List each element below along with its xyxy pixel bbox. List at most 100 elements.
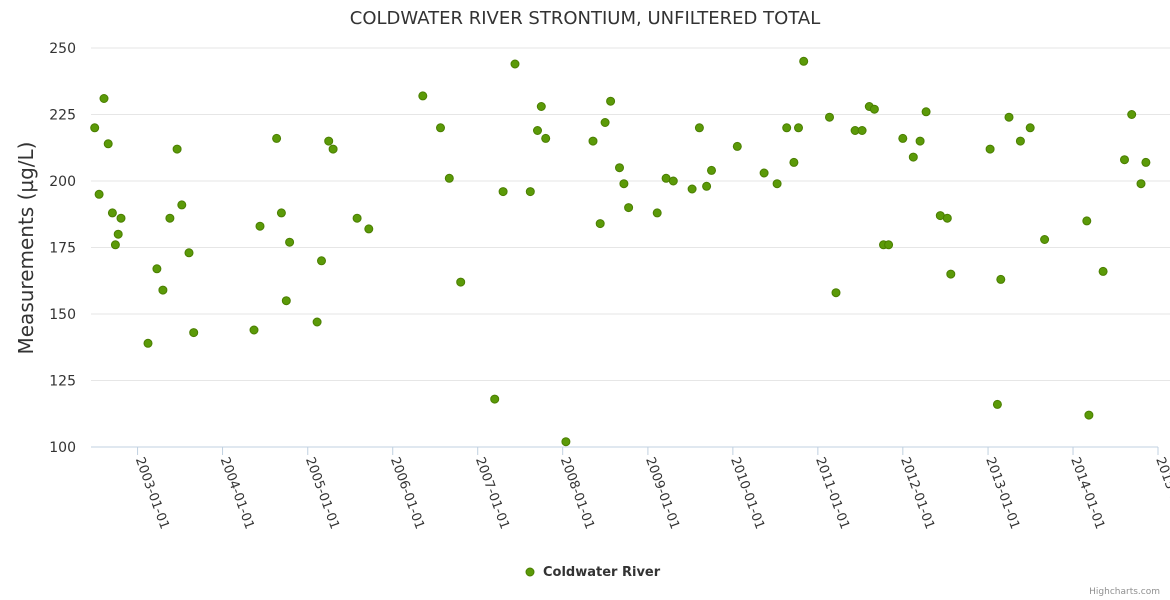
x-tick-label: 2003-01-01 [132, 455, 172, 531]
y-tick-label: 150 [49, 307, 76, 323]
data-point[interactable] [172, 144, 182, 154]
data-point[interactable] [996, 274, 1006, 284]
data-point[interactable] [1015, 136, 1025, 146]
data-point[interactable] [498, 187, 508, 197]
data-point[interactable] [152, 264, 162, 274]
data-point[interactable] [143, 338, 153, 348]
data-point[interactable] [444, 173, 454, 183]
data-point[interactable] [1004, 112, 1014, 122]
data-point[interactable] [324, 136, 334, 146]
data-point[interactable] [869, 104, 879, 114]
data-point[interactable] [103, 139, 113, 149]
data-point[interactable] [158, 285, 168, 295]
data-point[interactable] [184, 248, 194, 258]
data-point[interactable] [272, 133, 282, 143]
data-point[interactable] [490, 394, 500, 404]
data-point[interactable] [992, 399, 1002, 409]
legend[interactable]: Coldwater River [525, 565, 661, 580]
data-point[interactable] [276, 208, 286, 218]
data-point[interactable] [915, 136, 925, 146]
data-point[interactable] [1127, 110, 1137, 119]
x-axis-ticks: 2003-01-01 2004-01-01 2005-01-01 2006-01-01… [132, 447, 1170, 531]
data-point[interactable] [189, 328, 199, 338]
data-point[interactable] [533, 126, 542, 135]
data-point[interactable] [352, 213, 362, 223]
data-point[interactable] [249, 325, 259, 335]
data-point[interactable] [436, 123, 445, 133]
data-point[interactable] [985, 144, 995, 154]
credits-link[interactable]: Highcharts.com [1089, 587, 1160, 597]
data-point[interactable] [317, 256, 326, 266]
data-point[interactable] [702, 181, 712, 191]
data-point[interactable] [595, 219, 605, 229]
data-point[interactable] [1136, 179, 1146, 189]
data-point[interactable] [668, 176, 678, 186]
data-point[interactable] [782, 123, 792, 133]
data-point[interactable] [687, 184, 697, 194]
data-point[interactable] [652, 208, 662, 218]
data-point[interactable] [456, 277, 466, 287]
data-point[interactable] [255, 221, 265, 231]
data-point[interactable] [942, 213, 952, 223]
data-point[interactable] [541, 133, 551, 143]
data-point[interactable] [799, 56, 809, 66]
data-point[interactable] [1084, 410, 1094, 420]
data-point[interactable] [831, 288, 841, 298]
data-point[interactable] [615, 163, 624, 173]
data-point[interactable] [177, 200, 187, 210]
data-point[interactable] [328, 144, 338, 154]
legend-marker[interactable] [525, 567, 535, 577]
data-point[interactable] [789, 157, 799, 167]
data-point[interactable] [898, 133, 908, 143]
data-point[interactable] [707, 165, 716, 175]
data-point[interactable] [285, 237, 295, 247]
data-point[interactable] [772, 179, 782, 189]
data-point[interactable] [312, 317, 322, 327]
data-point[interactable] [525, 187, 535, 197]
data-point[interactable] [94, 189, 104, 199]
data-point[interactable] [619, 179, 629, 189]
grid [91, 47, 1170, 381]
data-point[interactable] [561, 437, 571, 447]
data-point[interactable] [90, 123, 100, 133]
data-point[interactable] [694, 123, 704, 133]
data-point[interactable] [1141, 157, 1151, 167]
y-axis-ticks: 100 125 150 175 200 225 250 [49, 41, 76, 456]
data-point[interactable] [884, 240, 894, 250]
data-point[interactable] [364, 224, 374, 234]
data-point[interactable] [606, 96, 616, 106]
x-tick-label: 2008-01-01 [557, 455, 597, 531]
data-point[interactable] [418, 91, 428, 101]
data-point[interactable] [825, 112, 834, 122]
data-point[interactable] [281, 296, 291, 306]
data-point[interactable] [116, 213, 126, 223]
data-point[interactable] [588, 136, 598, 146]
data-point[interactable] [99, 94, 109, 103]
data-point[interactable] [732, 141, 742, 151]
data-point[interactable] [624, 203, 634, 213]
data-point[interactable] [1025, 123, 1035, 133]
data-point[interactable] [536, 102, 546, 111]
data-point[interactable] [510, 59, 520, 69]
data-point[interactable] [857, 126, 867, 135]
legend-label[interactable]: Coldwater River [543, 565, 661, 580]
data-point[interactable] [107, 208, 117, 218]
data-point[interactable] [165, 213, 175, 223]
y-tick-label: 250 [49, 41, 76, 57]
data-point[interactable] [759, 168, 769, 178]
data-point[interactable] [110, 240, 120, 250]
x-tick-label: 2006-01-01 [387, 455, 427, 531]
x-tick-label: 2004-01-01 [217, 455, 257, 531]
x-tick-label: 2009-01-01 [642, 455, 682, 531]
data-point[interactable] [1098, 266, 1108, 276]
data-point[interactable] [921, 107, 931, 117]
data-point[interactable] [794, 123, 803, 133]
series-coldwater-river[interactable] [90, 56, 1151, 447]
data-point[interactable] [1082, 216, 1092, 226]
data-point[interactable] [1120, 155, 1129, 165]
data-point[interactable] [1040, 235, 1050, 244]
data-point[interactable] [946, 269, 956, 279]
data-point[interactable] [600, 118, 610, 127]
data-point[interactable] [113, 229, 123, 239]
data-point[interactable] [908, 152, 918, 162]
